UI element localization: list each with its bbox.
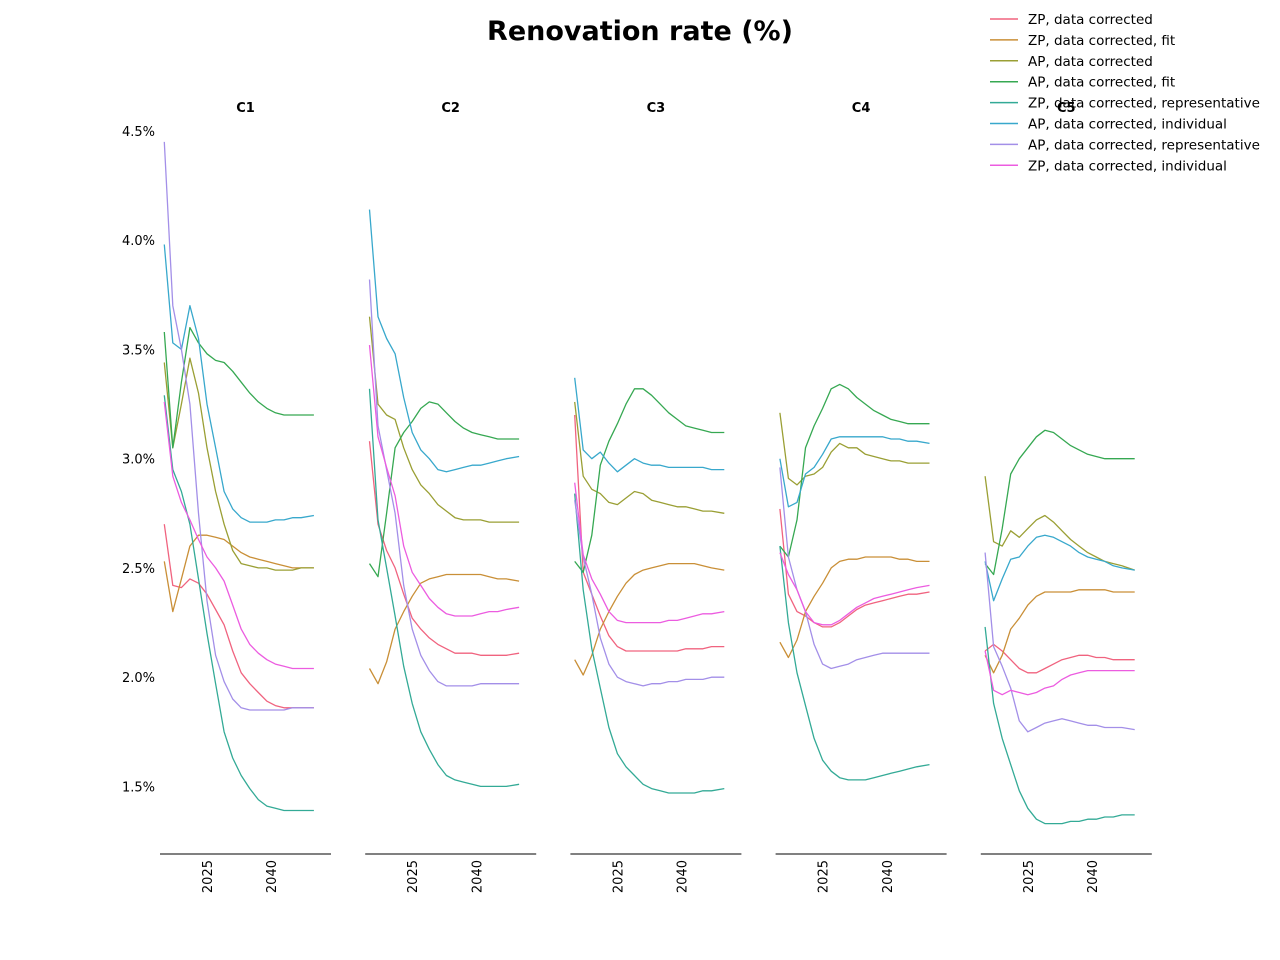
x-tick-label: 2025 <box>817 860 832 893</box>
series-line-ap-data-corrected-individual <box>984 534 1135 602</box>
legend-label: ZP, data corrected, representative <box>1028 96 1260 112</box>
series-line-ap-data-corrected-fit <box>163 326 314 449</box>
y-tick-label: 2.0% <box>122 671 155 686</box>
legend: ZP, data corrected ZP, data corrected, fi… <box>990 12 1260 174</box>
series-line-zp-data-corrected-individual <box>163 401 314 670</box>
y-tick-label: 4.0% <box>122 234 155 249</box>
legend-item: AP, data corrected, representative <box>990 137 1260 153</box>
y-tick-label: 4.5% <box>122 125 155 140</box>
series-line-zp-data-corrected-representative <box>779 546 930 781</box>
panel-title: C4 <box>852 101 871 116</box>
x-tick-label: 2040 <box>265 860 280 893</box>
legend-label: ZP, data corrected <box>1028 12 1153 28</box>
series-line-ap-data-corrected-fit <box>368 401 520 578</box>
legend-label: AP, data corrected, fit <box>1028 75 1175 91</box>
panel-c3: C3 2025 2040 <box>570 101 742 893</box>
legend-item: ZP, data corrected, individual <box>990 158 1227 174</box>
panel-c4: C4 2025 2040 <box>775 101 947 893</box>
series-line-ap-data-corrected-fit <box>779 383 930 558</box>
series-line-zp-data-corrected-fit <box>779 556 930 659</box>
series-line-ap-data-corrected <box>163 357 314 571</box>
legend-item: ZP, data corrected, representative <box>990 96 1260 112</box>
legend-item: ZP, data corrected, fit <box>990 33 1175 49</box>
series-line-ap-data-corrected-representative <box>368 279 520 687</box>
series-line-ap-data-corrected-individual <box>779 436 930 508</box>
series-line-zp-data-corrected-representative <box>574 493 725 794</box>
series-line-ap-data-corrected-individual <box>574 377 725 473</box>
legend-item: AP, data corrected <box>990 54 1153 70</box>
series-line-zp-data-corrected <box>984 643 1135 674</box>
x-tick-label: 2025 <box>1022 860 1037 893</box>
x-tick-label: 2025 <box>406 860 421 893</box>
panel-c2: C2 2025 2040 <box>365 101 537 893</box>
legend-item: AP, data corrected, fit <box>990 75 1175 91</box>
series-line-zp-data-corrected-fit <box>368 573 520 685</box>
y-tick-label: 3.5% <box>122 343 155 358</box>
legend-item: AP, data corrected, individual <box>990 117 1227 133</box>
legend-item: ZP, data corrected <box>990 12 1153 28</box>
legend-label: AP, data corrected, individual <box>1028 117 1227 133</box>
series-line-zp-data-corrected-fit <box>163 534 314 613</box>
x-tick-label: 2025 <box>611 860 626 893</box>
panel-c1: C1 2025 2040 <box>160 101 331 893</box>
series-line-zp-data-corrected-representative <box>984 626 1135 825</box>
x-tick-label: 2040 <box>1086 860 1101 893</box>
series-line-zp-data-corrected <box>368 441 520 656</box>
series-line-ap-data-corrected-representative <box>163 141 314 711</box>
panel-title: C3 <box>647 101 666 116</box>
series-line-ap-data-corrected-representative <box>574 500 725 687</box>
series-line-zp-data-corrected <box>163 524 314 709</box>
x-tick-label: 2040 <box>470 860 485 893</box>
series-line-ap-data-corrected <box>368 316 520 523</box>
y-axis: 1.5% 2.0% 2.5% 3.0% 3.5% 4.0% 4.5% <box>122 125 155 796</box>
series-line-ap-data-corrected-individual <box>163 244 315 523</box>
series-line-zp-data-corrected-individual <box>574 482 725 624</box>
series-line-zp-data-corrected-individual <box>984 650 1135 696</box>
series-line-zp-data-corrected-representative <box>163 395 314 812</box>
series-line-ap-data-corrected-representative <box>984 552 1135 733</box>
series-line-zp-data-corrected-representative <box>368 388 520 788</box>
y-tick-label: 2.5% <box>122 562 155 577</box>
panel-title: C1 <box>236 101 255 116</box>
legend-label: ZP, data corrected, fit <box>1028 33 1175 49</box>
legend-label: AP, data corrected <box>1028 54 1153 70</box>
legend-label: ZP, data corrected, individual <box>1028 158 1227 174</box>
y-tick-label: 3.0% <box>122 453 155 468</box>
panel-c5: C5 2025 2040 <box>980 101 1152 893</box>
legend-label: AP, data corrected, representative <box>1028 137 1260 153</box>
series-line-zp-data-corrected-individual <box>779 552 930 626</box>
series-line-ap-data-corrected-individual <box>368 209 520 473</box>
x-tick-label: 2040 <box>676 860 691 893</box>
x-tick-label: 2040 <box>881 860 896 893</box>
series-line-ap-data-corrected-fit <box>574 388 725 573</box>
chart-title: Renovation rate (%) <box>487 16 793 47</box>
series-line-ap-data-corrected-representative <box>779 467 930 670</box>
panel-title: C5 <box>1057 101 1076 116</box>
chart-panels: C1 2025 2040 C2 2025 2040 C3 2025 2040 C4 2025 2040… <box>160 101 1152 893</box>
y-tick-label: 1.5% <box>122 780 155 795</box>
series-line-ap-data-corrected <box>574 401 725 514</box>
series-line-zp-data-corrected-individual <box>368 345 520 617</box>
series-line-zp-data-corrected <box>574 414 725 652</box>
series-line-zp-data-corrected-fit <box>984 589 1135 674</box>
series-line-ap-data-corrected-fit <box>984 429 1135 576</box>
x-tick-label: 2025 <box>201 860 216 893</box>
panel-title: C2 <box>441 101 460 116</box>
